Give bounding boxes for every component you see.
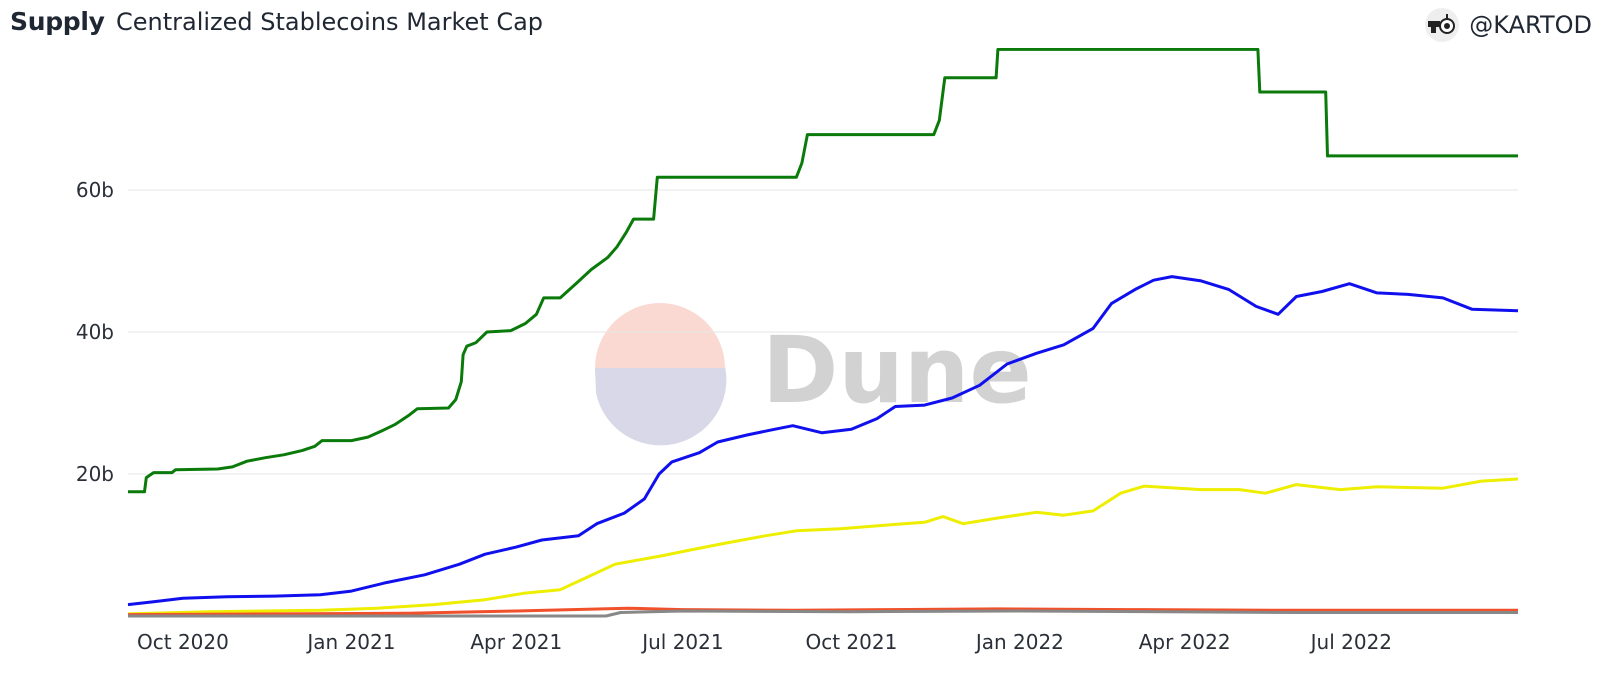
- watermark-text: Dune: [762, 317, 1032, 424]
- gray-series-line[interactable]: [128, 609, 1518, 618]
- x-axis: Oct 2020 Jan 2021 Apr 2021 Jul 2021 Oct 2021…: [137, 630, 1392, 654]
- x-tick-label: Jul 2021: [640, 630, 723, 654]
- x-tick-label: Oct 2021: [805, 630, 897, 654]
- y-axis: 20b 40b 60b: [76, 178, 114, 486]
- x-tick-label: Oct 2020: [137, 630, 229, 654]
- y-tick-label: 40b: [76, 320, 114, 344]
- watermark-logo-segment: [595, 366, 727, 446]
- x-tick-label: Jan 2021: [305, 630, 395, 654]
- blue-series-line[interactable]: [127, 275, 1519, 607]
- author-name[interactable]: @KARTOD: [1469, 11, 1592, 39]
- author-badge[interactable]: @KARTOD: [1425, 8, 1592, 42]
- x-tick-label: Jul 2022: [1309, 630, 1392, 654]
- grid-lines: [128, 189, 1518, 475]
- dune-watermark: Dune: [595, 303, 1032, 446]
- line-chart: Dune 20b 40b 60b Oct 2020 Jan 2021 Apr 2021 J…: [76, 48, 1519, 654]
- x-tick-label: Apr 2022: [1139, 630, 1231, 654]
- series-lines: [127, 48, 1519, 618]
- chart-subtitle: Centralized Stablecoins Market Cap: [116, 8, 544, 36]
- y-tick-label: 60b: [76, 178, 114, 202]
- x-tick-label: Apr 2021: [470, 630, 562, 654]
- green-series-line[interactable]: [128, 48, 1518, 494]
- yellow-series-line[interactable]: [127, 477, 1519, 616]
- y-tick-label: 20b: [76, 462, 114, 486]
- robot-avatar-icon: [1428, 14, 1456, 34]
- x-tick-label: Jan 2022: [974, 630, 1064, 654]
- avatar: [1425, 8, 1460, 42]
- chart-header: Supply Centralized Stablecoins Market Ca…: [0, 0, 1600, 48]
- chart-title: Supply: [10, 7, 105, 36]
